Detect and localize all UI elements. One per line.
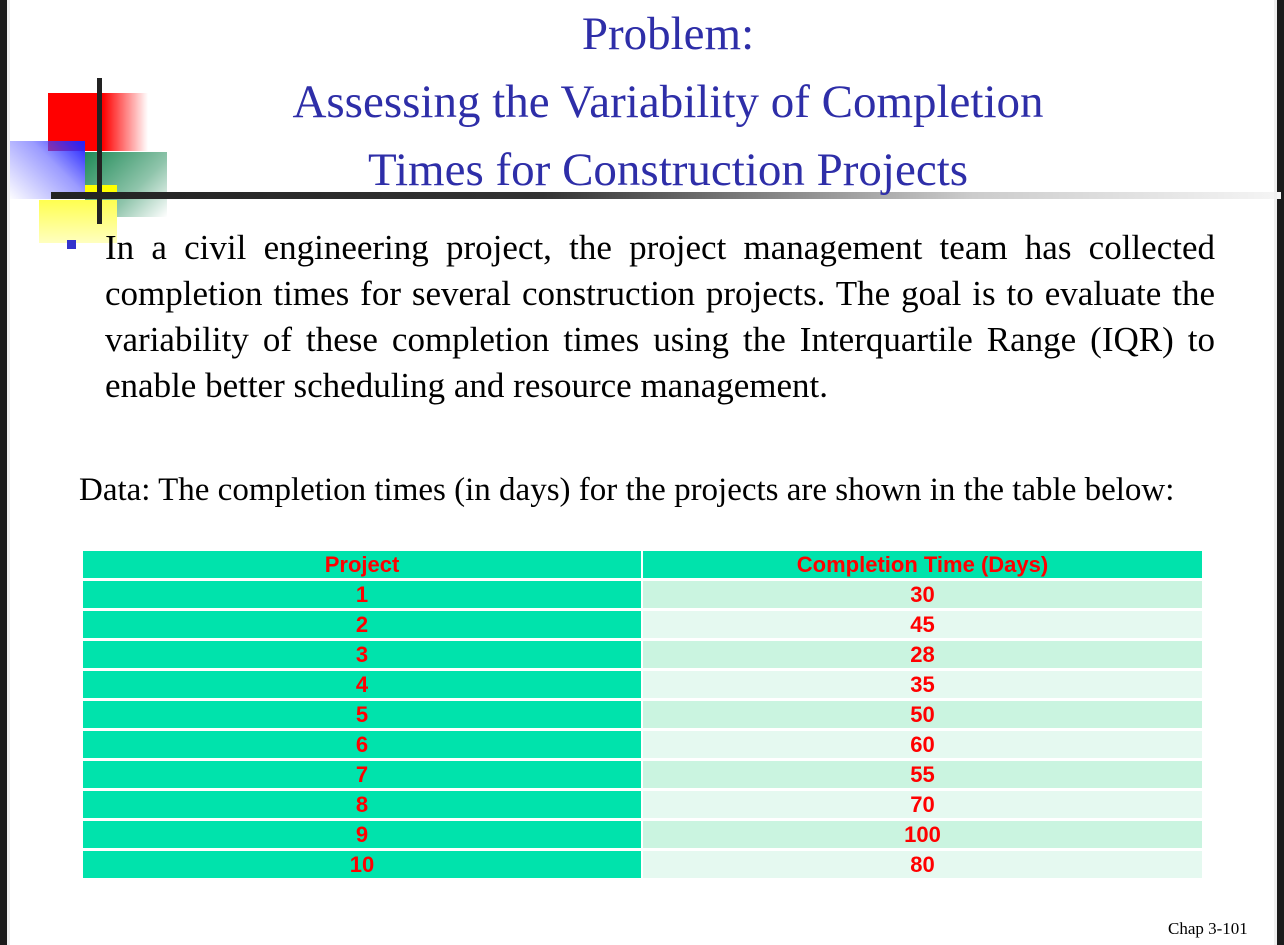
table-row: 9 100: [83, 821, 1202, 848]
title-line-2: Assessing the Variability of Completion: [292, 76, 1044, 128]
header-completion-time: Completion Time (Days): [643, 551, 1202, 578]
table-header-row: Project Completion Time (Days): [83, 551, 1202, 578]
left-window-edge: [7, 0, 10, 945]
table-row: 6 60: [83, 731, 1202, 758]
project-cell: 2: [83, 611, 641, 638]
blue-square-decoration: [8, 141, 85, 199]
time-cell: 60: [643, 731, 1202, 758]
right-window-edge: [1274, 0, 1277, 945]
time-cell: 100: [643, 821, 1202, 848]
bullet-square-icon: [67, 240, 76, 249]
project-cell: 4: [83, 671, 641, 698]
bullet-paragraph: In a civil engineering project, the proj…: [105, 228, 1215, 405]
time-cell: 55: [643, 761, 1202, 788]
vertical-rule-decoration: [97, 78, 102, 224]
time-cell: 70: [643, 791, 1202, 818]
table-row: 2 45: [83, 611, 1202, 638]
data-intro-text: Data: The completion times (in days) for…: [79, 472, 1175, 508]
table-row: 3 28: [83, 641, 1202, 668]
yellow-square-decoration: [39, 200, 117, 243]
project-cell: 10: [83, 851, 641, 878]
project-cell: 5: [83, 701, 641, 728]
table-row: 1 30: [83, 581, 1202, 608]
project-cell: 1: [83, 581, 641, 608]
time-cell: 28: [643, 641, 1202, 668]
project-cell: 8: [83, 791, 641, 818]
slide-title: Problem: Assessing the Variability of Co…: [168, 0, 1168, 204]
title-line-3: Times for Construction Projects: [367, 144, 969, 196]
time-cell: 50: [643, 701, 1202, 728]
project-cell: 7: [83, 761, 641, 788]
table-row: 4 35: [83, 671, 1202, 698]
table-row: 10 80: [83, 851, 1202, 878]
table-row: 7 55: [83, 761, 1202, 788]
project-cell: 3: [83, 641, 641, 668]
project-cell: 9: [83, 821, 641, 848]
table-row: 8 70: [83, 791, 1202, 818]
slide: Problem: Assessing the Variability of Co…: [8, 0, 1281, 945]
table-row: 5 50: [83, 701, 1202, 728]
title-line-1: Problem:: [581, 8, 755, 60]
time-cell: 45: [643, 611, 1202, 638]
time-cell: 30: [643, 581, 1202, 608]
header-project: Project: [83, 551, 641, 578]
completion-times-table: Project Completion Time (Days) 1 30 2 45 3…: [81, 548, 1204, 881]
slide-number-footer: Chap 3-101: [1168, 919, 1248, 938]
project-cell: 6: [83, 731, 641, 758]
decorative-squares-logo: [8, 0, 308, 260]
time-cell: 35: [643, 671, 1202, 698]
title-underline-rule: [51, 192, 1281, 199]
time-cell: 80: [643, 851, 1202, 878]
